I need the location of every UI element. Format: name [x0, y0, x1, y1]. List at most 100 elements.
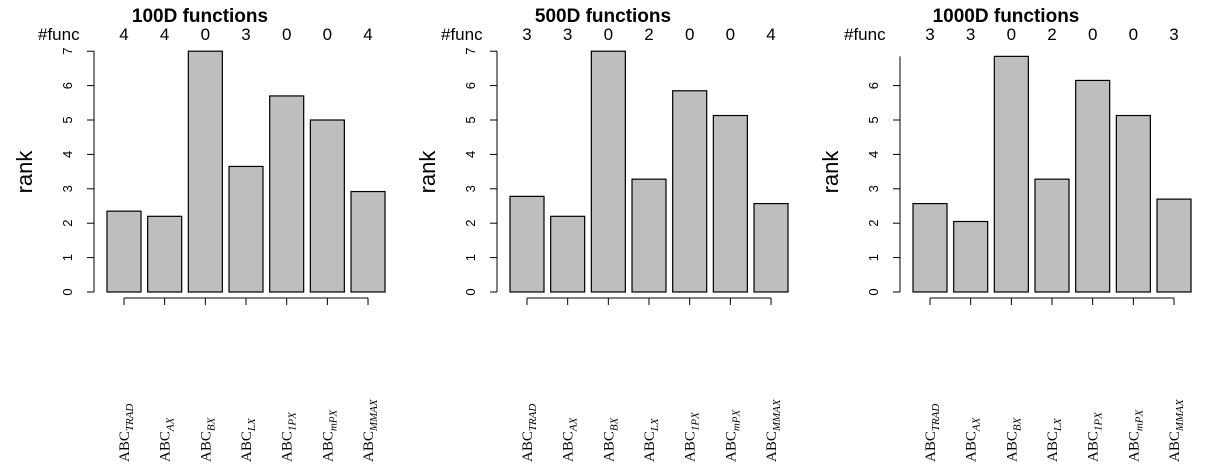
- func-count-value: 0: [604, 25, 613, 44]
- bar: [106, 210, 142, 293]
- category-subscript: LX: [649, 417, 661, 432]
- category-subscript: 1PX: [287, 411, 299, 431]
- func-count-value: 0: [685, 25, 694, 44]
- category-subscript: MMAX: [368, 398, 380, 432]
- x-category-label: ABCmPX: [1126, 408, 1145, 462]
- func-count-value: 4: [160, 25, 169, 44]
- category-base: ABC: [280, 431, 296, 462]
- chart-panel-3: 1000D functions #func 3 3 0 2 0 0 3 rank 0 1 2 3 4 5 6 AB…: [818, 6, 1192, 462]
- x-category-label: ABCAX: [964, 416, 983, 462]
- y-tick-label: 0: [463, 288, 478, 295]
- x-category-label: ABC1PX: [1086, 411, 1105, 462]
- bar: [228, 165, 264, 293]
- y-tick-label: 3: [866, 185, 881, 192]
- chart-title: 500D functions: [535, 6, 671, 27]
- category-subscript: AX: [165, 416, 177, 432]
- x-category-label: ABCBX: [1004, 416, 1023, 462]
- bar: [753, 202, 789, 293]
- category-subscript: LX: [246, 417, 258, 432]
- category-base: ABC: [158, 431, 174, 462]
- category-subscript: mPX: [327, 408, 339, 431]
- x-category-label: ABCMMAX: [764, 398, 783, 462]
- x-category-label: ABCLX: [239, 417, 258, 462]
- y-tick-label: 4: [463, 151, 478, 158]
- y-tick-label: 4: [60, 151, 75, 158]
- bar: [712, 114, 748, 293]
- y-tick-label: 7: [463, 48, 478, 55]
- x-category-label: ABC1PX: [683, 411, 702, 462]
- category-base: ABC: [923, 431, 939, 462]
- category-base: ABC: [683, 431, 699, 462]
- func-count-label: #func: [38, 25, 80, 44]
- category-base: ABC: [320, 431, 336, 462]
- func-count-value: 0: [1007, 25, 1016, 44]
- x-category-label: ABC1PX: [280, 411, 299, 462]
- bar: [550, 215, 586, 293]
- func-count-value: 3: [1169, 25, 1178, 44]
- chart-title: 100D functions: [132, 6, 268, 27]
- y-tick-label: 2: [866, 220, 881, 227]
- y-tick-label: 0: [60, 288, 75, 295]
- func-count-value: 0: [323, 25, 332, 44]
- y-tick-label: 3: [463, 185, 478, 192]
- x-category-label: ABCmPX: [320, 408, 339, 462]
- x-category-label: ABCLX: [1045, 417, 1064, 462]
- category-subscript: MMAX: [771, 398, 783, 432]
- category-base: ABC: [642, 431, 658, 462]
- func-count-value: 0: [1088, 25, 1097, 44]
- y-tick-label: 2: [463, 220, 478, 227]
- bar: [953, 220, 989, 293]
- category-base: ABC: [1004, 431, 1020, 462]
- x-category-label: ABCLX: [642, 417, 661, 462]
- category-base: ABC: [239, 431, 255, 462]
- category-base: ABC: [117, 431, 133, 462]
- y-tick-label: 2: [60, 220, 75, 227]
- bar: [309, 119, 345, 293]
- y-tick-label: 7: [60, 48, 75, 55]
- y-tick-label: 0: [866, 288, 881, 295]
- func-count-label: #func: [844, 25, 886, 44]
- category-base: ABC: [198, 431, 214, 462]
- func-count-value: 4: [766, 25, 775, 44]
- func-count-value: 3: [241, 25, 250, 44]
- category-subscript: AX: [568, 416, 580, 432]
- bar: [672, 90, 708, 293]
- y-axis-label: rank: [12, 150, 37, 194]
- func-count-value: 3: [522, 25, 531, 44]
- category-base: ABC: [1126, 431, 1142, 462]
- y-tick-label: 5: [60, 116, 75, 123]
- category-subscript: BX: [205, 416, 217, 431]
- category-base: ABC: [520, 431, 536, 462]
- category-base: ABC: [764, 431, 780, 462]
- category-subscript: 1PX: [690, 411, 702, 431]
- x-category-label: ABCmPX: [723, 408, 742, 462]
- category-subscript: MMAX: [1174, 398, 1186, 432]
- bar: [187, 50, 223, 293]
- bar: [269, 95, 305, 293]
- bar: [912, 202, 948, 293]
- category-subscript: mPX: [730, 408, 742, 431]
- bar: [993, 55, 1029, 293]
- y-tick-label: 6: [866, 82, 881, 89]
- category-subscript: TRAD: [124, 404, 136, 432]
- category-subscript: AX: [971, 416, 983, 432]
- category-subscript: 1PX: [1093, 411, 1105, 431]
- x-category-label: ABCAX: [561, 416, 580, 462]
- bar: [1115, 114, 1151, 293]
- x-category-label: ABCBX: [601, 416, 620, 462]
- x-category-label: ABCMMAX: [361, 398, 380, 462]
- y-tick-label: 4: [866, 151, 881, 158]
- category-base: ABC: [1167, 431, 1183, 462]
- func-count-value: 0: [1129, 25, 1138, 44]
- category-base: ABC: [361, 431, 377, 462]
- bar: [1034, 178, 1070, 293]
- category-base: ABC: [723, 431, 739, 462]
- x-category-label: ABCBX: [198, 416, 217, 462]
- func-count-value: 3: [925, 25, 934, 44]
- bar: [1156, 198, 1192, 293]
- func-count-value: 3: [563, 25, 572, 44]
- y-tick-label: 1: [866, 254, 881, 261]
- func-count-value: 2: [644, 25, 653, 44]
